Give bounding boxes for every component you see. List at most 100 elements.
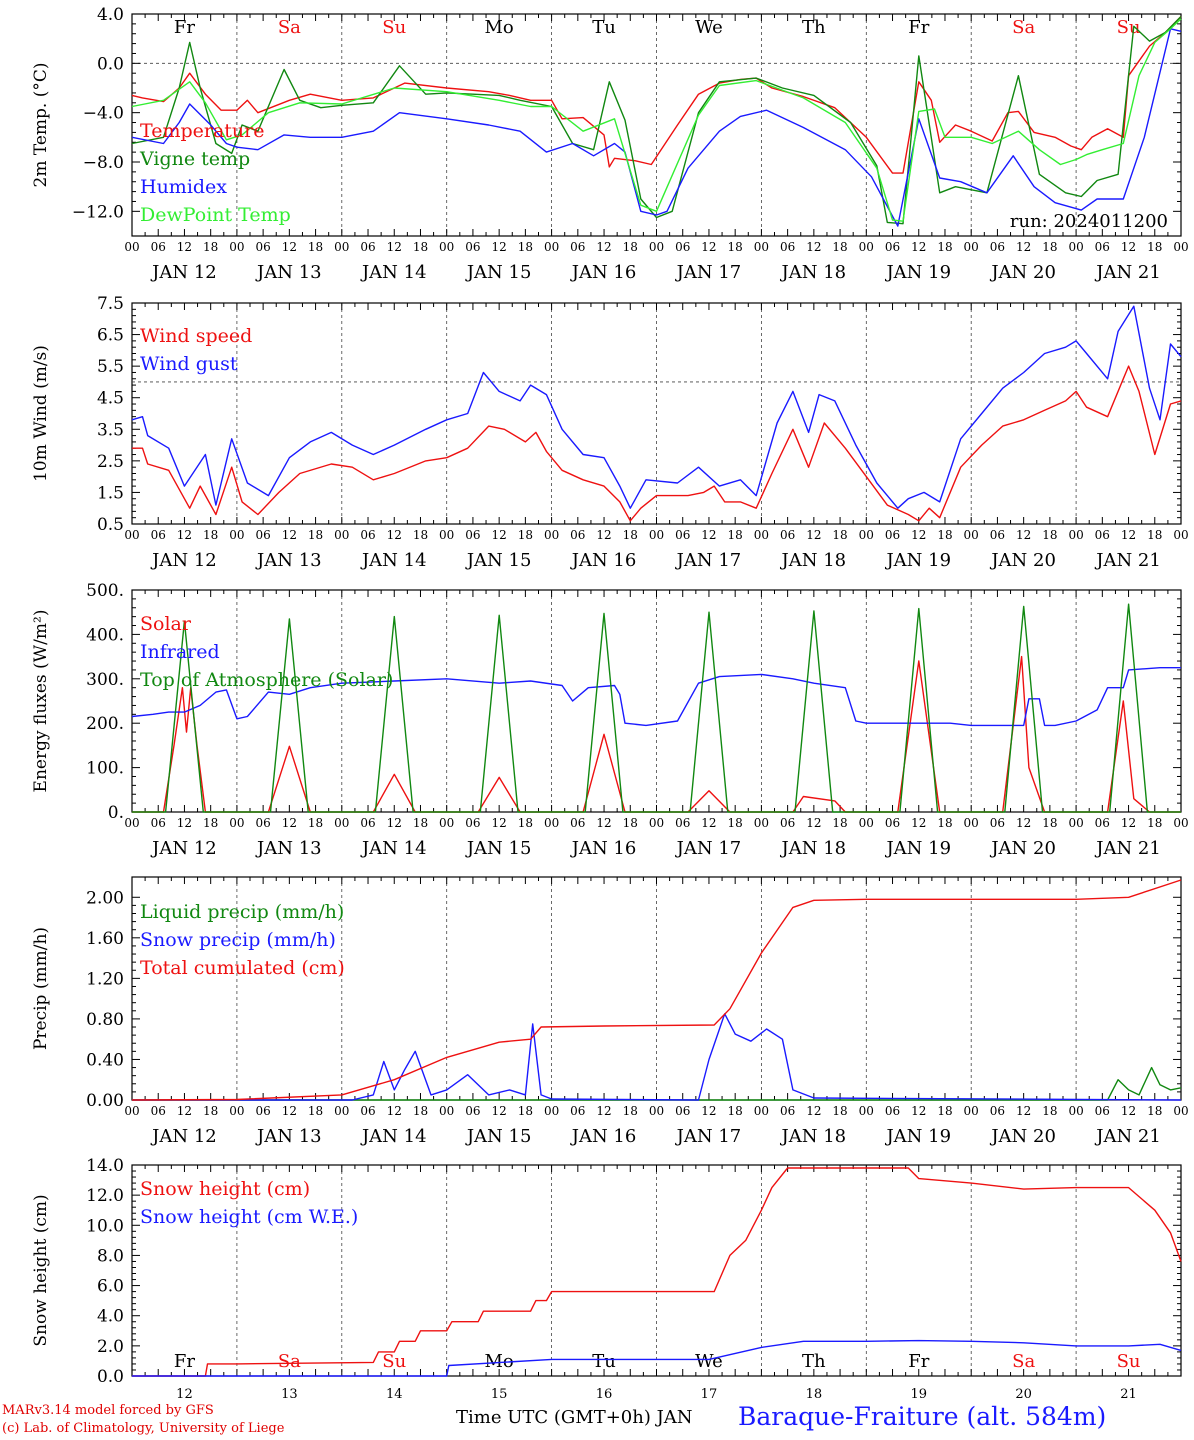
day-number-label: 20 <box>1015 1387 1032 1402</box>
legend-entry: Total cumulated (cm) <box>140 957 345 979</box>
y-tick-label: 14.0 <box>86 1156 124 1176</box>
date-label: JAN 19 <box>884 1126 951 1147</box>
hour-tick-label: 06 <box>570 240 585 254</box>
hour-tick-label: 12 <box>282 1104 297 1118</box>
hour-tick-label: 18 <box>728 816 743 830</box>
hour-tick-label: 12 <box>1121 528 1136 542</box>
weekday-label: Sa <box>1012 17 1035 38</box>
hour-tick-label: 06 <box>675 816 690 830</box>
series-line-humidex <box>131 28 1182 227</box>
hour-tick-label: 18 <box>1042 816 1057 830</box>
hour-tick-label: 12 <box>1016 816 1031 830</box>
y-tick-label: 0.0 <box>97 54 124 74</box>
date-label: JAN 18 <box>780 838 847 859</box>
hour-tick-label: 06 <box>570 816 585 830</box>
date-label: JAN 16 <box>570 550 637 571</box>
y-tick-label: 2.0 <box>97 1337 124 1357</box>
day-number-label: 17 <box>701 1387 718 1402</box>
date-label: JAN 13 <box>255 838 322 859</box>
y-tick-label: 4.0 <box>97 1307 124 1327</box>
weekday-label: Sa <box>278 1351 301 1372</box>
series-line-snow-height-cm- <box>132 1167 1182 1377</box>
day-number-label: 12 <box>176 1387 193 1402</box>
date-label: JAN 16 <box>570 1126 637 1147</box>
hour-tick-label: 12 <box>387 528 402 542</box>
weekday-label: Fr <box>908 17 929 38</box>
series-line-vigne-temp <box>131 16 1182 225</box>
hour-tick-label: 12 <box>806 240 821 254</box>
legend-entry: Wind speed <box>140 325 252 347</box>
date-label: JAN 20 <box>989 1126 1056 1147</box>
date-label: JAN 12 <box>150 1126 217 1147</box>
hour-tick-label: 00 <box>334 528 349 542</box>
series-line-snow-precip-mm-h- <box>132 1013 1182 1101</box>
hour-tick-label: 06 <box>255 816 270 830</box>
hour-tick-label: 06 <box>570 528 585 542</box>
date-label: JAN 20 <box>989 550 1056 571</box>
hour-tick-label: 06 <box>151 1104 166 1118</box>
hour-tick-label: 06 <box>990 1104 1005 1118</box>
hour-tick-label: 18 <box>518 1104 533 1118</box>
hour-tick-label: 18 <box>1042 1104 1057 1118</box>
hour-tick-label: 00 <box>229 528 244 542</box>
y-tick-label: 0.0 <box>97 1367 124 1387</box>
y-tick-label: 4.5 <box>97 389 124 409</box>
series-line-top-of-atmosphere-solar- <box>132 603 1181 813</box>
legend-entry: Wind gust <box>140 353 238 375</box>
y-tick-label: 500. <box>86 581 124 601</box>
hour-tick-label: 00 <box>124 528 139 542</box>
hour-tick-label: 00 <box>229 240 244 254</box>
date-label: JAN 17 <box>675 262 742 283</box>
date-label: JAN 18 <box>780 550 847 571</box>
panel-energy: 500. 400. 300. 200. 100. 0. Energy fluxes (W/m… <box>31 581 1189 859</box>
weekday-label: Th <box>802 17 826 38</box>
hour-tick-label: 00 <box>754 816 769 830</box>
hour-tick-label: 12 <box>911 1104 926 1118</box>
y-tick-label: 3.5 <box>97 420 124 440</box>
hour-tick-label: 12 <box>387 240 402 254</box>
weekday-label: Tu <box>592 1351 616 1372</box>
weekday-label: Fr <box>174 1351 195 1372</box>
date-label: JAN 13 <box>255 262 322 283</box>
hour-tick-label: 06 <box>885 240 900 254</box>
hour-tick-label: 12 <box>1016 528 1031 542</box>
hour-tick-label: 06 <box>780 816 795 830</box>
hour-tick-label: 00 <box>1068 816 1083 830</box>
date-label: JAN 17 <box>675 838 742 859</box>
weekday-label: Mo <box>485 1351 514 1372</box>
date-label: JAN 19 <box>884 838 951 859</box>
hour-tick-label: 12 <box>492 1104 507 1118</box>
hour-tick-label: 18 <box>623 528 638 542</box>
hour-tick-label: 00 <box>1173 528 1188 542</box>
hour-tick-label: 12 <box>596 1104 611 1118</box>
y-tick-label: 4.0 <box>97 5 124 25</box>
panel-temp: 4.0 0.0 −4.0 −8.0 −12.0 2m Temp. (°C) 00 06 12 18… <box>31 5 1189 283</box>
hour-tick-label: 06 <box>465 1104 480 1118</box>
hour-tick-label: 18 <box>203 528 218 542</box>
hour-tick-label: 12 <box>596 816 611 830</box>
hour-tick-label: 18 <box>1147 528 1162 542</box>
hour-tick-label: 18 <box>832 816 847 830</box>
y-tick-label: 300. <box>86 670 124 690</box>
legend-entry: Humidex <box>140 176 227 198</box>
legend-entry: Snow height (cm) <box>140 1178 310 1200</box>
hour-tick-label: 06 <box>780 528 795 542</box>
date-label: JAN 16 <box>570 838 637 859</box>
hour-tick-label: 18 <box>1042 240 1057 254</box>
date-label: JAN 17 <box>675 550 742 571</box>
hour-tick-label: 00 <box>1173 1104 1188 1118</box>
hour-tick-label: 12 <box>596 240 611 254</box>
date-label: JAN 12 <box>150 838 217 859</box>
hour-tick-label: 06 <box>885 816 900 830</box>
hour-tick-label: 00 <box>649 816 664 830</box>
hour-tick-label: 06 <box>360 816 375 830</box>
hour-tick-label: 00 <box>649 528 664 542</box>
date-label: JAN 15 <box>465 262 532 283</box>
hour-tick-label: 18 <box>937 240 952 254</box>
hour-tick-label: 06 <box>990 240 1005 254</box>
hour-tick-label: 18 <box>518 528 533 542</box>
hour-tick-label: 00 <box>124 240 139 254</box>
date-label: JAN 17 <box>675 1126 742 1147</box>
y-tick-label: 2.00 <box>86 888 124 908</box>
weekday-label: Sa <box>1012 1351 1035 1372</box>
